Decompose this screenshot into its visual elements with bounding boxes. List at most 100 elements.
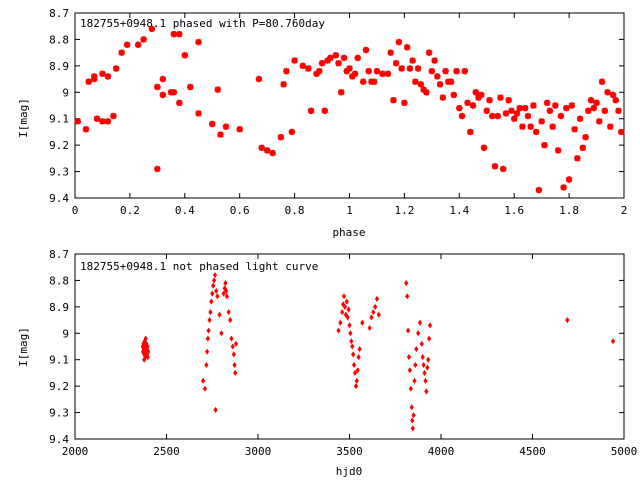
data-point <box>612 97 619 104</box>
data-point <box>410 417 415 424</box>
data-point <box>464 99 471 107</box>
data-point <box>277 134 285 141</box>
data-point <box>118 49 125 56</box>
x-tick-label: 1 <box>346 204 353 217</box>
plot-frame <box>74 253 625 440</box>
data-point <box>469 102 477 109</box>
data-point <box>494 112 501 120</box>
data-point <box>420 86 427 93</box>
data-point <box>560 184 567 191</box>
data-point <box>170 89 178 96</box>
x-tick-label: 1.4 <box>449 204 469 217</box>
data-point <box>357 346 362 353</box>
data-point <box>344 298 349 305</box>
data-point <box>576 115 584 122</box>
x-tick-label: 2 <box>621 204 628 217</box>
data-point <box>148 25 156 33</box>
data-point <box>505 97 512 104</box>
data-point <box>427 322 433 329</box>
data-point <box>486 97 493 104</box>
data-point <box>258 144 265 151</box>
data-point <box>426 335 432 342</box>
data-point <box>347 322 352 329</box>
data-point <box>604 89 611 96</box>
data-point <box>82 126 90 133</box>
data-point <box>211 282 216 289</box>
data-point <box>535 186 543 194</box>
data-point <box>154 165 161 173</box>
data-point <box>405 293 410 300</box>
data-point <box>134 41 142 48</box>
data-point <box>414 346 419 353</box>
data-point <box>146 348 151 355</box>
data-point <box>212 272 218 279</box>
data-point <box>423 377 428 384</box>
data-point <box>327 54 334 62</box>
data-point <box>607 123 614 130</box>
data-point <box>453 67 460 75</box>
data-point <box>221 290 226 297</box>
data-point <box>255 75 263 83</box>
data-point <box>99 70 106 77</box>
data-point <box>215 293 220 300</box>
data-point <box>348 330 353 337</box>
y-tick-label: 9.3 <box>49 407 69 420</box>
x-tick-label: 3000 <box>245 445 272 458</box>
data-point <box>379 70 386 77</box>
data-point <box>340 54 348 62</box>
x-tick-label: 0.6 <box>230 204 250 217</box>
data-point <box>384 70 392 77</box>
data-point <box>596 118 603 125</box>
data-point <box>406 354 412 361</box>
data-point <box>390 97 397 104</box>
data-point <box>404 280 409 287</box>
data-point <box>181 52 188 59</box>
data-point <box>346 306 351 313</box>
chart-title: 182755+0948.1 not phased light curve <box>80 260 318 273</box>
data-point <box>321 107 328 114</box>
data-point <box>209 120 216 128</box>
x-tick-label: 0.4 <box>175 204 195 217</box>
y-tick-label: 9.1 <box>49 113 69 126</box>
data-point <box>369 314 374 321</box>
data-point <box>478 91 485 99</box>
data-point <box>360 319 365 326</box>
data-point <box>232 361 237 369</box>
data-point <box>571 126 578 133</box>
data-point <box>228 317 233 324</box>
data-point <box>563 104 570 112</box>
data-point <box>376 311 381 318</box>
data-point <box>206 327 211 334</box>
y-tick-label: 8.7 <box>49 248 69 261</box>
data-point <box>342 303 348 310</box>
data-point <box>593 99 600 107</box>
data-point <box>291 57 298 64</box>
data-point <box>217 311 222 318</box>
data-point <box>351 70 359 77</box>
data-point <box>543 99 551 107</box>
data-point <box>207 317 212 324</box>
data-point <box>210 290 215 297</box>
data-point <box>202 385 208 392</box>
data-point <box>409 57 416 64</box>
data-point <box>431 57 438 64</box>
data-point <box>424 388 429 395</box>
x-tick-label: 0.8 <box>285 204 305 217</box>
data-point <box>480 144 488 151</box>
data-point <box>552 102 559 109</box>
data-point <box>154 83 161 91</box>
data-point <box>392 60 400 67</box>
data-point <box>307 107 315 114</box>
data-point <box>341 293 347 300</box>
data-point <box>549 123 556 130</box>
data-point <box>93 115 101 122</box>
data-point <box>176 99 183 107</box>
data-point <box>324 57 331 64</box>
data-point <box>565 317 570 324</box>
data-point <box>195 110 202 117</box>
data-point <box>145 354 150 361</box>
data-point <box>410 425 415 432</box>
data-point <box>472 89 479 96</box>
data-point <box>497 94 504 101</box>
y-tick-label: 9.4 <box>49 433 69 446</box>
